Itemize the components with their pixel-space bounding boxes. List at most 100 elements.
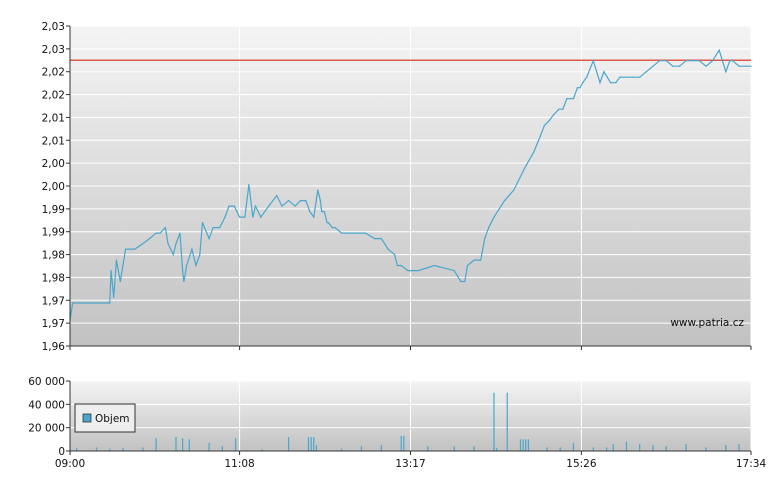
- volume-bar: [122, 448, 124, 451]
- price-series-line: [69, 48, 751, 321]
- volume-bar: [315, 445, 318, 451]
- price-point: [513, 189, 515, 191]
- price-y-tick-label: 1,98: [42, 272, 65, 284]
- price-point: [228, 205, 230, 207]
- volume-bar: [572, 442, 575, 451]
- volume-bar: [307, 437, 310, 451]
- volume-bar: [493, 392, 495, 451]
- price-point: [238, 216, 241, 218]
- price-y-tick-label: 2,03: [42, 21, 65, 33]
- price-y-tick-label: 1,98: [42, 250, 65, 262]
- price-point: [698, 60, 700, 62]
- price-point: [484, 237, 486, 240]
- price-point: [167, 243, 169, 245]
- price-chart: 1,96 1,97 1,97 1,98 1,98 1,99 1,99 2,00 2,00 2,01…: [42, 21, 752, 353]
- price-point: [185, 264, 188, 267]
- volume-bar: [175, 437, 177, 451]
- price-point: [134, 248, 136, 250]
- price-point: [179, 232, 181, 234]
- price-grid: [69, 25, 752, 347]
- volume-bar: [612, 444, 614, 451]
- volume-bar: [559, 447, 561, 451]
- price-point: [473, 259, 475, 261]
- price-y-tick-label: 1,97: [42, 318, 65, 330]
- x-axis-time-labels: 09:00 11:08 13:17 15:26 17:34: [55, 458, 767, 470]
- price-point: [380, 237, 382, 240]
- price-point: [374, 237, 376, 240]
- price-point: [323, 211, 325, 213]
- volume-bar: [208, 442, 210, 451]
- price-y-tick-label: 2,02: [42, 90, 65, 102]
- price-point: [745, 65, 747, 67]
- price-point: [705, 65, 707, 67]
- price-point: [609, 82, 612, 84]
- price-point: [480, 259, 482, 261]
- volume-bar: [313, 437, 315, 451]
- price-point: [155, 232, 157, 234]
- volume-y-tick-label: 0: [58, 446, 65, 458]
- price-point: [125, 248, 127, 250]
- price-point: [488, 227, 490, 229]
- volume-legend: Objem: [74, 403, 136, 433]
- price-point: [725, 71, 727, 73]
- price-point: [645, 71, 647, 73]
- price-point: [394, 253, 396, 256]
- x-axis-time-label: 15:26: [566, 458, 597, 470]
- price-point: [252, 216, 254, 218]
- price-y-tick-label: 2,01: [42, 112, 65, 124]
- price-point: [109, 302, 111, 304]
- price-point: [281, 205, 283, 207]
- price-point: [317, 189, 319, 191]
- volume-bar: [625, 441, 628, 451]
- price-point: [319, 200, 322, 202]
- price-y-tick-label: 1,96: [42, 341, 66, 353]
- price-point: [387, 248, 389, 250]
- price-point: [208, 237, 210, 240]
- price-y-tick-label: 2,01: [42, 135, 65, 147]
- price-point: [570, 98, 572, 100]
- volume-x-ticks: [69, 451, 752, 455]
- volume-bar: [738, 444, 740, 451]
- price-y-axis: 1,96 1,97 1,97 1,98 1,98 1,99 1,99 2,00 2,00 2,01…: [42, 21, 70, 353]
- price-point: [543, 125, 545, 127]
- price-point: [579, 87, 581, 89]
- price-point: [586, 76, 588, 78]
- watermark: www.patria.cz: [670, 317, 744, 329]
- volume-bars: [76, 392, 740, 451]
- price-point: [658, 60, 661, 62]
- price-y-tick-label: 2,00: [42, 181, 65, 193]
- price-y-tick-label: 1,99: [42, 204, 65, 216]
- price-point: [248, 184, 250, 186]
- price-point: [364, 232, 367, 234]
- price-point: [566, 98, 568, 100]
- price-series-points: [69, 49, 752, 322]
- price-point: [582, 82, 584, 84]
- price-point: [305, 200, 307, 202]
- volume-y-tick-label: 20 000: [28, 423, 65, 435]
- price-point: [148, 237, 151, 240]
- price-point: [632, 76, 634, 78]
- price-point: [523, 168, 526, 170]
- volume-bar: [453, 446, 455, 451]
- volume-bar: [705, 447, 707, 451]
- price-y-tick-label: 1,97: [42, 295, 65, 307]
- price-point: [115, 259, 117, 261]
- price-point: [199, 253, 201, 256]
- price-point: [685, 60, 687, 62]
- volume-bar: [639, 444, 641, 451]
- price-point: [164, 227, 166, 229]
- volume-bar: [400, 435, 402, 451]
- price-point: [750, 65, 752, 67]
- price-point: [354, 232, 356, 234]
- price-point: [72, 302, 74, 304]
- price-point: [407, 269, 409, 272]
- price-point: [233, 205, 235, 207]
- volume-y-tick-label: 60 000: [28, 376, 65, 388]
- price-point: [572, 98, 575, 100]
- volume-y-axis: 0 20 000 40 000 60 000: [28, 376, 70, 458]
- price-point: [183, 280, 185, 283]
- price-point: [652, 65, 654, 67]
- price-point: [191, 248, 193, 250]
- price-x-ticks: [69, 346, 752, 350]
